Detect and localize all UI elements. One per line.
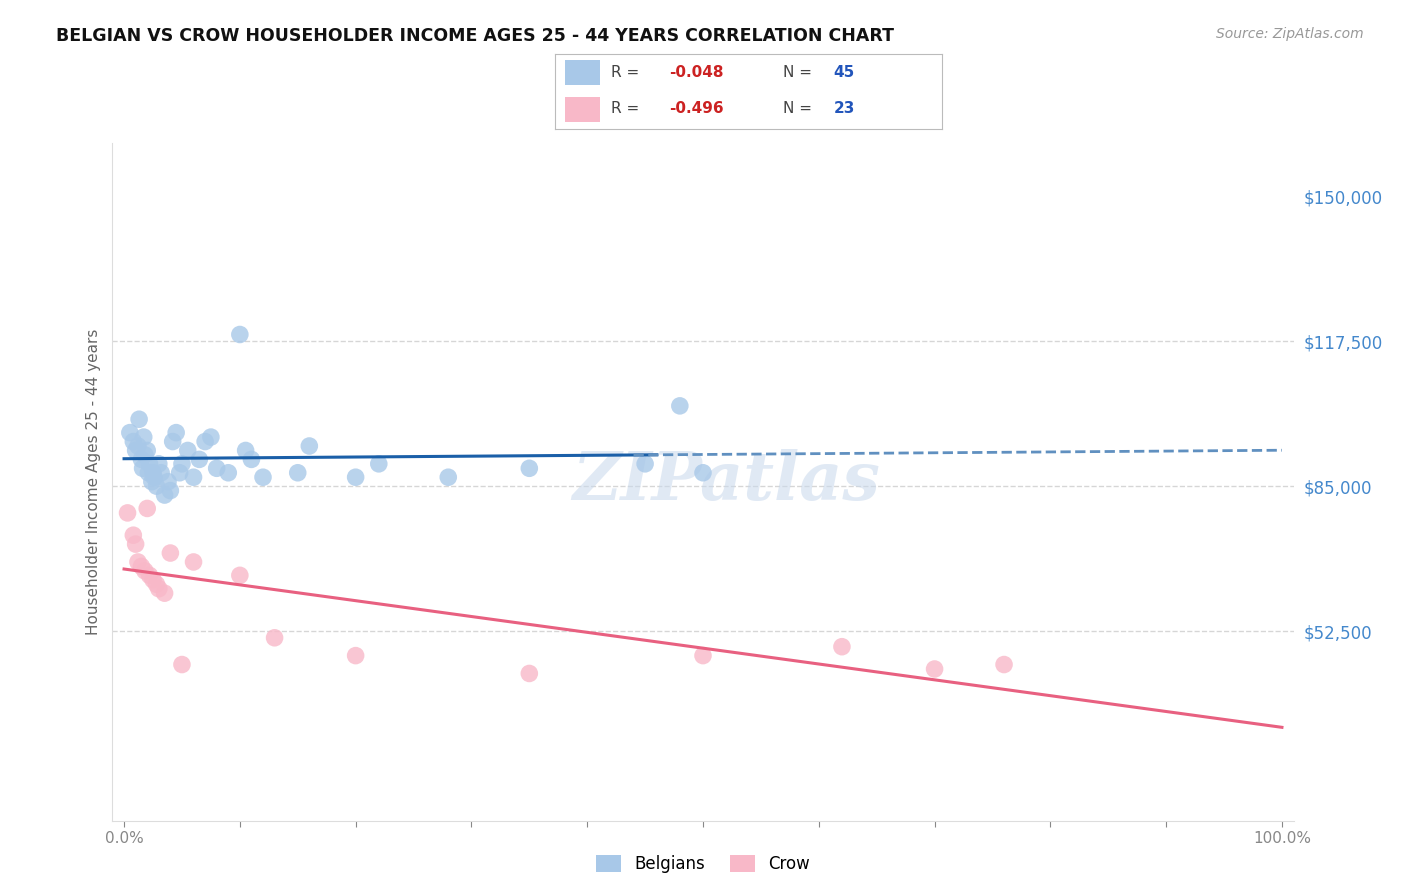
Point	[157, 475, 180, 489]
Point	[200, 430, 222, 444]
Text: N =: N =	[783, 101, 817, 116]
Point	[118, 425, 141, 440]
Point	[298, 439, 321, 453]
Point	[128, 412, 150, 426]
Point	[517, 461, 540, 475]
Point	[669, 399, 692, 413]
Point	[138, 568, 160, 582]
Point	[188, 452, 211, 467]
Point	[124, 537, 146, 551]
Point	[150, 466, 173, 480]
Point	[134, 564, 156, 578]
Bar	[565, 96, 600, 122]
Point	[153, 586, 176, 600]
Point	[153, 488, 176, 502]
Point	[131, 452, 153, 467]
Point	[217, 466, 239, 480]
Text: -0.048: -0.048	[669, 65, 724, 80]
Point	[235, 443, 257, 458]
Point	[692, 466, 714, 480]
Point	[831, 640, 853, 654]
Point	[170, 457, 193, 471]
Legend: Belgians, Crow: Belgians, Crow	[589, 848, 817, 880]
Point	[127, 439, 149, 453]
Point	[131, 559, 153, 574]
Point	[148, 582, 170, 596]
Point	[148, 457, 170, 471]
Point	[229, 327, 252, 342]
Point	[122, 434, 145, 449]
Point	[122, 528, 145, 542]
Text: N =: N =	[783, 65, 817, 80]
Point	[124, 443, 146, 458]
Point	[145, 577, 167, 591]
Point	[924, 662, 946, 676]
Point	[634, 457, 657, 471]
Point	[145, 479, 167, 493]
Point	[517, 666, 540, 681]
Point	[993, 657, 1015, 672]
Text: 45: 45	[834, 65, 855, 80]
Point	[252, 470, 274, 484]
Text: 23: 23	[834, 101, 855, 116]
Point	[367, 457, 389, 471]
Point	[287, 466, 309, 480]
Point	[692, 648, 714, 663]
Point	[136, 501, 159, 516]
Point	[177, 443, 200, 458]
Text: Source: ZipAtlas.com: Source: ZipAtlas.com	[1216, 27, 1364, 41]
Point	[437, 470, 460, 484]
Point	[240, 452, 263, 467]
Point	[141, 475, 163, 489]
Point	[143, 470, 166, 484]
Text: R =: R =	[612, 65, 644, 80]
Point	[170, 657, 193, 672]
Point	[142, 573, 165, 587]
Point	[165, 425, 187, 440]
Point	[136, 443, 159, 458]
Point	[142, 466, 165, 480]
Text: R =: R =	[612, 101, 644, 116]
Text: BELGIAN VS CROW HOUSEHOLDER INCOME AGES 25 - 44 YEARS CORRELATION CHART: BELGIAN VS CROW HOUSEHOLDER INCOME AGES …	[56, 27, 894, 45]
Point	[263, 631, 285, 645]
Point	[134, 448, 156, 462]
Point	[132, 430, 155, 444]
Point	[194, 434, 217, 449]
Text: ZIPatlas: ZIPatlas	[572, 450, 880, 514]
Y-axis label: Householder Income Ages 25 - 44 years: Householder Income Ages 25 - 44 years	[86, 328, 101, 635]
Point	[117, 506, 139, 520]
Point	[138, 457, 160, 471]
Point	[159, 483, 181, 498]
Point	[344, 470, 367, 484]
Point	[131, 461, 153, 475]
Point	[229, 568, 252, 582]
Point	[344, 648, 367, 663]
Text: -0.496: -0.496	[669, 101, 724, 116]
Point	[183, 555, 205, 569]
Bar	[565, 61, 600, 86]
Point	[127, 555, 149, 569]
Point	[159, 546, 181, 560]
Point	[183, 470, 205, 484]
Point	[169, 466, 191, 480]
Point	[205, 461, 228, 475]
Point	[138, 466, 160, 480]
Point	[162, 434, 184, 449]
